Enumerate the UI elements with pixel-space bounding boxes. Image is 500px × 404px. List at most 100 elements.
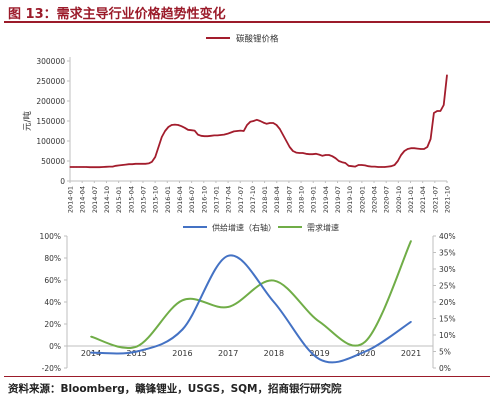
demand-point	[135, 345, 138, 348]
price-point	[397, 160, 399, 162]
price-point	[439, 110, 442, 112]
price-point	[226, 133, 228, 135]
price-point	[171, 124, 173, 126]
price-point	[387, 166, 389, 168]
price-point	[69, 166, 71, 168]
x-tick-label: 2021-04	[419, 186, 427, 213]
x-tick-label: 2015-01	[115, 186, 123, 213]
price-point	[315, 153, 317, 155]
price-point	[305, 153, 307, 155]
price-point	[200, 135, 202, 137]
price-point	[210, 135, 212, 137]
price-point	[334, 157, 337, 159]
supply-point	[364, 350, 367, 353]
price-point	[207, 135, 209, 137]
x-tick-label: 2021-07	[431, 186, 439, 213]
price-point	[112, 166, 114, 168]
right-y-tick-label: 30%	[439, 265, 456, 274]
demand-point	[273, 279, 275, 282]
price-point	[89, 166, 91, 168]
price-point	[357, 164, 360, 166]
x-tick-label: 2015	[127, 349, 147, 358]
right-y-tick-label: 40%	[439, 232, 456, 241]
demand-point	[410, 240, 412, 242]
source-note: 资料来源：Bloomberg，赣锋锂业，USGS，SQM，招商银行研究院	[8, 383, 342, 395]
price-point	[259, 120, 261, 122]
right-y-tick-label: 25%	[439, 282, 456, 291]
supply-point	[181, 328, 184, 331]
price-point	[243, 130, 245, 132]
left-y-tick-label: 60%	[44, 276, 61, 285]
x-tick-label: 2019-01	[310, 186, 318, 213]
supply-point	[227, 255, 229, 257]
x-tick-label: 2017-04	[225, 186, 233, 213]
price-point	[161, 136, 163, 138]
price-point	[348, 165, 350, 167]
right-y-tick-label: 35%	[439, 249, 456, 258]
x-tick-label: 2016-01	[164, 186, 172, 213]
price-point	[443, 104, 445, 106]
x-tick-label: 2014-04	[79, 186, 87, 213]
price-point	[403, 150, 405, 152]
x-tick-label: 2015-04	[127, 186, 135, 213]
price-point	[144, 163, 146, 165]
footer-rule	[4, 376, 490, 377]
x-tick-label: 2016-07	[188, 186, 196, 213]
price-point	[325, 154, 327, 156]
price-point	[269, 122, 271, 124]
supply-point	[318, 358, 321, 360]
right-y-tick-label: 5%	[439, 348, 451, 357]
price-point	[364, 164, 366, 166]
price-point	[167, 126, 169, 128]
x-tick-label: 2014-01	[67, 186, 75, 213]
price-point	[79, 166, 81, 168]
price-point	[125, 164, 127, 166]
price-point	[138, 163, 140, 165]
right-y-tick-label: 10%	[439, 331, 456, 340]
price-point	[430, 138, 432, 140]
price-point	[384, 166, 386, 168]
price-point	[108, 166, 110, 168]
price-point	[252, 120, 255, 122]
price-point	[92, 166, 94, 168]
price-point	[377, 166, 379, 168]
price-point	[380, 166, 383, 168]
price-point	[236, 130, 238, 132]
x-tick-label: 2019-04	[322, 186, 330, 213]
x-tick-label: 2015-10	[152, 186, 160, 213]
x-tick-label: 2020-10	[395, 186, 403, 213]
price-point	[420, 148, 422, 150]
price-point	[433, 112, 435, 114]
y-tick-label: 200000	[36, 97, 65, 106]
demand-point	[318, 321, 321, 323]
figure-title: 图 13：需求主导行业价格趋势性变化	[8, 7, 226, 22]
price-point	[213, 134, 215, 136]
price-point	[187, 129, 189, 131]
x-tick-label: 2016-04	[176, 186, 184, 213]
y-tick-label: 0	[60, 177, 65, 186]
legend-label-demand: 需求增速	[307, 223, 339, 233]
supply-series-line	[90, 254, 412, 364]
figure-header: 图 13：需求主导行业价格趋势性变化	[0, 0, 500, 23]
y-tick-label: 150000	[36, 117, 65, 126]
y-tick-label: 300000	[36, 57, 65, 66]
price-point	[174, 124, 176, 126]
price-point	[390, 165, 392, 167]
price-point	[85, 166, 87, 168]
price-point	[223, 134, 225, 136]
x-tick-label: 2016-10	[200, 186, 208, 213]
x-tick-label: 2021-10	[444, 186, 452, 213]
x-tick-label: 2018-04	[273, 186, 281, 213]
price-point	[148, 162, 150, 164]
price-point	[256, 119, 258, 121]
price-point	[371, 166, 373, 168]
price-point	[351, 165, 353, 167]
price-point	[164, 130, 166, 132]
price-point	[95, 166, 97, 168]
price-point	[115, 165, 117, 167]
x-tick-label: 2014-10	[103, 186, 111, 213]
supply-point	[90, 351, 92, 354]
price-point	[279, 128, 281, 130]
price-point	[413, 147, 415, 149]
